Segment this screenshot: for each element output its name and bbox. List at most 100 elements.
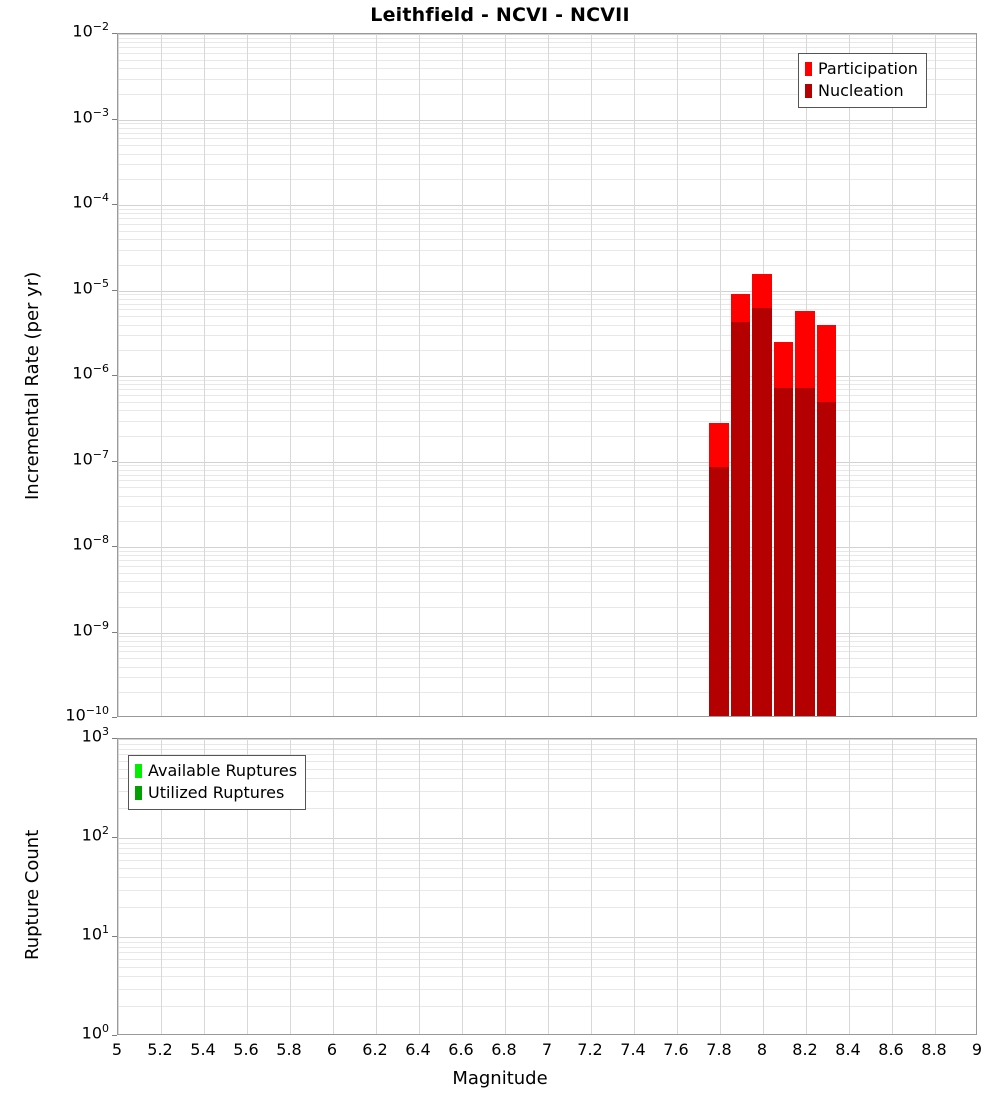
top-legend: Participation Nucleation xyxy=(798,53,927,108)
gridline-vertical xyxy=(161,739,162,1034)
legend-swatch-icon xyxy=(805,62,812,76)
gridline-horizontal xyxy=(118,877,976,879)
gridline-horizontal xyxy=(118,838,976,839)
legend-label: Participation xyxy=(818,59,918,78)
gridline-horizontal xyxy=(118,1006,976,1008)
y-tick xyxy=(112,289,117,291)
gridline-vertical xyxy=(677,34,678,716)
gridline-horizontal xyxy=(118,164,976,166)
gridline-horizontal xyxy=(118,420,976,422)
bar-group xyxy=(795,67,815,716)
nucleation-bar xyxy=(752,308,772,716)
gridline-vertical xyxy=(204,739,205,1034)
bottom-y-tick-3: 103 xyxy=(81,725,109,746)
gridline-horizontal xyxy=(118,303,976,305)
gridline-vertical xyxy=(462,739,463,1034)
gridline-horizontal xyxy=(118,988,976,990)
top-legend-item: Participation xyxy=(805,58,918,80)
gridline-horizontal xyxy=(118,309,976,311)
gridline-horizontal xyxy=(118,651,976,653)
gridline-vertical xyxy=(806,739,807,1034)
gridline-vertical xyxy=(548,739,549,1034)
gridline-horizontal xyxy=(118,555,976,557)
gridline-horizontal xyxy=(118,465,976,467)
gridline-vertical xyxy=(892,739,893,1034)
gridline-vertical xyxy=(548,34,549,716)
legend-label: Utilized Ruptures xyxy=(148,783,285,802)
y-tick xyxy=(112,33,117,34)
gridline-horizontal xyxy=(118,760,976,762)
x-tick-label: 6.4 xyxy=(405,1040,431,1059)
gridline-horizontal xyxy=(118,294,976,296)
y-tick xyxy=(112,375,117,376)
bar-group xyxy=(709,67,729,716)
y-tick xyxy=(112,460,117,462)
gridline-horizontal xyxy=(118,37,976,39)
gridline-vertical xyxy=(462,34,463,716)
gridline-vertical xyxy=(333,739,334,1034)
top-y-tick--4: 10−4 xyxy=(72,191,109,212)
top-y-tick--2: 10−2 xyxy=(72,20,109,41)
x-tick-label: 8 xyxy=(756,1040,768,1059)
y-tick xyxy=(112,837,117,838)
gridline-horizontal xyxy=(118,223,976,225)
gridline-horizontal xyxy=(118,853,976,855)
gridline-horizontal xyxy=(118,808,976,810)
gridline-horizontal xyxy=(118,768,976,770)
gridline-horizontal xyxy=(118,461,976,463)
gridline-horizontal xyxy=(118,205,976,206)
y-tick xyxy=(112,936,117,937)
gridline-horizontal xyxy=(118,119,976,121)
x-tick-label: 6.6 xyxy=(448,1040,474,1059)
gridline-horizontal xyxy=(118,550,976,552)
gridline-vertical xyxy=(634,34,635,716)
gridline-horizontal xyxy=(118,138,976,140)
gridline-horizontal xyxy=(118,847,976,849)
incremental-rate-plot xyxy=(117,33,977,717)
gridline-vertical xyxy=(935,739,936,1034)
gridline-horizontal xyxy=(118,239,976,241)
x-tick-label: 5.6 xyxy=(233,1040,259,1059)
bottom-y-tick-1: 101 xyxy=(81,923,109,944)
gridline-horizontal xyxy=(118,213,976,215)
top-y-tick--3: 10−3 xyxy=(72,105,109,126)
x-tick-label: 6.2 xyxy=(362,1040,388,1059)
gridline-horizontal xyxy=(118,384,976,386)
gridline-vertical xyxy=(290,739,291,1034)
gridline-horizontal xyxy=(118,68,976,70)
bar-group xyxy=(773,67,793,716)
gridline-horizontal xyxy=(118,435,976,437)
gridline-vertical xyxy=(376,34,377,716)
gridline-horizontal xyxy=(118,636,976,638)
gridline-horizontal xyxy=(118,290,976,292)
gridline-horizontal xyxy=(118,572,976,574)
x-axis-title: Magnitude xyxy=(452,1068,548,1089)
x-tick-label: 7.8 xyxy=(706,1040,732,1059)
gridline-horizontal xyxy=(118,560,976,562)
gridline-horizontal xyxy=(118,867,976,869)
gridline-vertical xyxy=(419,739,420,1034)
gridline-vertical xyxy=(763,739,764,1034)
gridline-vertical xyxy=(118,739,119,1034)
gridline-vertical xyxy=(591,34,592,716)
bottom-legend: Available Ruptures Utilized Ruptures xyxy=(128,755,307,810)
top-y-tick--7: 10−7 xyxy=(72,447,109,468)
gridline-horizontal xyxy=(118,410,976,412)
gridline-vertical xyxy=(247,34,248,716)
y-tick xyxy=(112,1035,117,1036)
gridline-horizontal xyxy=(118,153,976,155)
top-y-tick--9: 10−9 xyxy=(72,618,109,639)
gridline-horizontal xyxy=(118,324,976,326)
gridline-horizontal xyxy=(118,123,976,125)
gridline-horizontal xyxy=(118,952,976,954)
gridline-horizontal xyxy=(118,350,976,352)
gridline-vertical xyxy=(204,34,205,716)
gridline-horizontal xyxy=(118,78,976,80)
gridline-horizontal xyxy=(118,632,976,634)
gridline-horizontal xyxy=(118,958,976,960)
x-tick-label: 6.8 xyxy=(491,1040,517,1059)
gridline-horizontal xyxy=(118,645,976,647)
gridline-horizontal xyxy=(118,565,976,567)
gridline-horizontal xyxy=(118,521,976,523)
y-tick xyxy=(112,631,117,633)
